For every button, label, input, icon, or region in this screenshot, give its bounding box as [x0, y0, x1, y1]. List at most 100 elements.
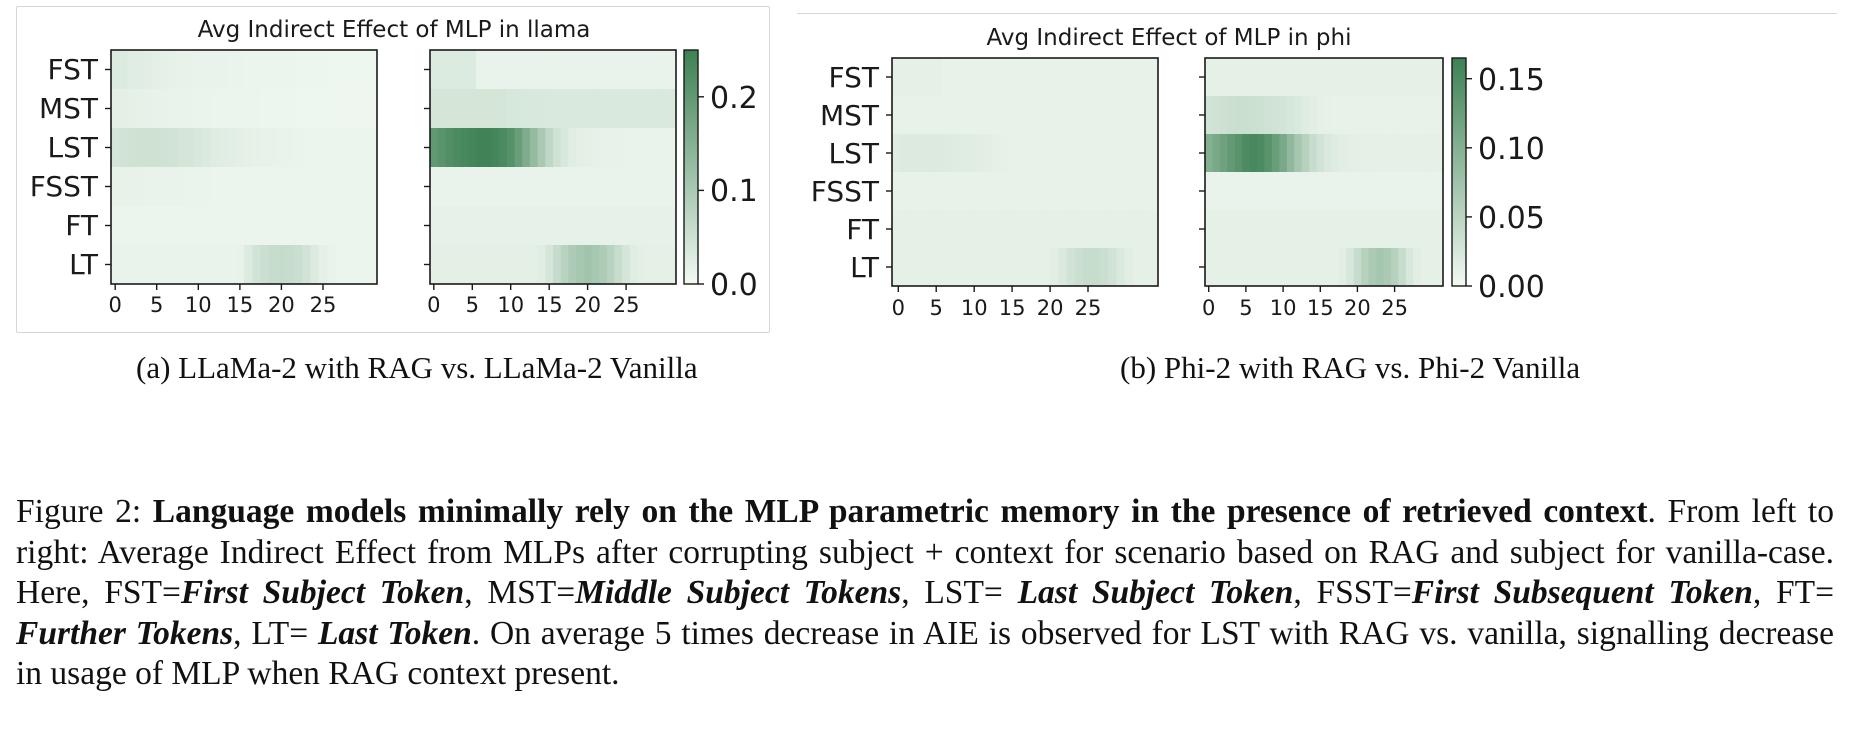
- heatmap-cell: [1279, 248, 1288, 287]
- heatmap-cell: [1205, 248, 1214, 287]
- heatmap-cell: [135, 167, 145, 207]
- heatmap-cell: [1405, 134, 1414, 173]
- heatmap-cell: [1286, 134, 1295, 173]
- heatmap-cell: [1346, 96, 1355, 135]
- heatmap-cell: [925, 248, 935, 287]
- heatmap-cell: [368, 89, 378, 129]
- heatmap-cell: [645, 245, 654, 285]
- heatmap-cell: [1074, 96, 1084, 135]
- heatmap-cell: [1227, 172, 1236, 211]
- heatmap-cell: [1271, 210, 1280, 249]
- heatmap-cell: [1133, 96, 1142, 135]
- heatmap-cell: [1428, 210, 1437, 249]
- heatmap-cell: [127, 206, 137, 246]
- heatmap-cell: [1353, 96, 1362, 135]
- heatmap-cell: [144, 245, 154, 285]
- heatmap-cell: [169, 245, 179, 285]
- heatmap-cell: [1301, 210, 1310, 249]
- heatmap-cell: [991, 58, 1001, 97]
- heatmap-cell: [352, 167, 361, 207]
- heatmap-cell: [1361, 96, 1370, 135]
- heatmap-cell: [1049, 58, 1059, 97]
- heatmap-cell: [660, 167, 669, 207]
- heatmap-cell: [1212, 134, 1221, 173]
- subcaption-b: (b) Phi-2 with RAG vs. Phi-2 Vanilla: [1120, 350, 1581, 385]
- heatmap-cell: [522, 128, 531, 168]
- heatmap-cell: [352, 245, 361, 285]
- heatmap-cell: [169, 206, 179, 246]
- heatmap-cell: [545, 206, 554, 246]
- heatmap-cell: [622, 128, 631, 168]
- heatmap-cell: [1271, 96, 1280, 135]
- heatmap-cell: [1420, 134, 1429, 173]
- heatmap-cell: [152, 206, 162, 246]
- heatmap-cell: [1108, 96, 1118, 135]
- heatmap-cell: [522, 89, 531, 129]
- heatmap-cell: [1205, 210, 1214, 249]
- heatmap-cell: [892, 96, 901, 135]
- heatmap-cell: [1301, 248, 1310, 287]
- heatmap-cell: [327, 128, 337, 168]
- heatmap-cell: [445, 245, 454, 285]
- heatmap-cell: [335, 50, 345, 90]
- heatmap-cell: [668, 245, 677, 285]
- heatmap-cell: [1219, 58, 1228, 97]
- colorbar-tick: 0.0: [710, 268, 758, 303]
- heatmap-cell: [1271, 248, 1280, 287]
- heatmap-cell: [652, 89, 662, 129]
- heatmap-cell: [1316, 248, 1325, 287]
- caption-text: , LT=: [233, 614, 318, 652]
- heatmap-cell: [958, 210, 968, 249]
- heatmap-cell: [499, 206, 508, 246]
- heatmap-cell: [1227, 134, 1236, 173]
- heatmap-cell: [177, 167, 187, 207]
- phi-vanilla-x-axis: [1208, 286, 1396, 292]
- row-label-fst: FST: [829, 61, 880, 94]
- heatmap-cell: [1309, 172, 1318, 211]
- heatmap-cell: [194, 89, 204, 129]
- heatmap-cell: [576, 167, 585, 207]
- heatmap-cell: [1279, 58, 1288, 97]
- heatmap-cell: [244, 206, 253, 246]
- heatmap-cell: [210, 89, 220, 129]
- heatmap-cell: [1205, 96, 1214, 135]
- heatmap-cell: [1331, 210, 1340, 249]
- heatmap-cell: [1279, 210, 1288, 249]
- heatmap-cell: [343, 167, 353, 207]
- heatmap-cell: [227, 50, 237, 90]
- heatmap-cell: [235, 128, 245, 168]
- heatmap-cell: [629, 50, 639, 90]
- phi-vanilla-y-ticks: [1199, 76, 1205, 268]
- heatmap-cell: [892, 172, 901, 211]
- heatmap-cell: [343, 206, 353, 246]
- heatmap-cell: [1413, 58, 1422, 97]
- heatmap-cell: [1398, 248, 1407, 287]
- heatmap-cell: [1025, 210, 1034, 249]
- heatmap-cell: [177, 50, 187, 90]
- heatmap-cell: [1324, 134, 1333, 173]
- heatmap-cell: [583, 50, 593, 90]
- heatmap-cell: [1016, 248, 1026, 287]
- heatmap-cell: [1398, 58, 1407, 97]
- heatmap-cell: [1309, 58, 1318, 97]
- heatmap-cell: [1346, 248, 1355, 287]
- caption-term-lt: Last Token: [317, 614, 472, 652]
- heatmap-cell: [235, 206, 245, 246]
- heatmap-cell: [293, 128, 303, 168]
- heatmap-cell: [506, 167, 516, 207]
- heatmap-cell: [437, 50, 446, 90]
- heatmap-cell: [1074, 58, 1084, 97]
- heatmap-cell: [1099, 96, 1109, 135]
- heatmap-cell: [933, 58, 943, 97]
- heatmap-cell: [1324, 58, 1333, 97]
- x-tick: 10: [497, 293, 524, 317]
- heatmap-cell: [1066, 248, 1076, 287]
- heatmap-cell: [622, 167, 631, 207]
- heatmap-cell: [1338, 248, 1347, 287]
- heatmap-cell: [916, 58, 926, 97]
- heatmap-cell: [1294, 134, 1303, 173]
- heatmap-cell: [1000, 248, 1009, 287]
- heatmap-cell: [941, 210, 951, 249]
- heatmap-cell: [1124, 134, 1134, 173]
- heatmap-cell: [491, 89, 500, 129]
